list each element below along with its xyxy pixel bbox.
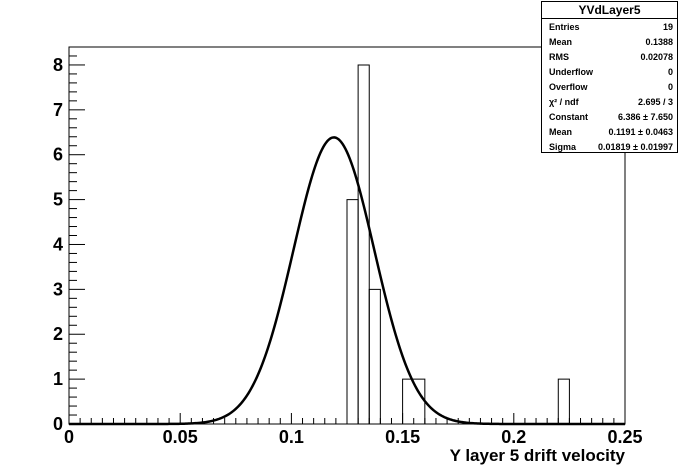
stats-value: 0 [667,81,673,92]
x-tick-label: 0.1 [279,427,304,447]
gaussian-fit-curve [69,136,625,426]
stats-value: 2.695 / 3 [637,96,673,107]
stats-row-mean: Mean 0.1388 [542,34,677,49]
y-tick-label: 1 [53,369,63,389]
stats-value: 19 [662,21,673,32]
histogram-bin [557,378,570,424]
stats-row-fit-mean: Mean 0.1191 ± 0.0463 [542,124,677,139]
stats-label: Mean [549,36,573,47]
histogram-bin [346,199,359,424]
stats-box-title: YVdLayer5 [542,2,677,19]
stats-row-sigma: Sigma 0.01819 ± 0.01997 [542,139,677,154]
stats-row-overflow: Overflow 0 [542,79,677,94]
stats-label: Underflow [549,66,593,77]
stats-label: Entries [549,21,580,32]
stats-label: RMS [549,51,569,62]
stats-row-chi2: χ² / ndf 2.695 / 3 [542,94,677,109]
stats-row-rms: RMS 0.02078 [542,49,677,64]
x-tick-label: 0.25 [607,427,642,447]
y-axis: 0 1 2 3 4 5 6 7 8 [53,55,85,434]
histogram-bin [357,64,370,424]
x-axis: 0 0.05 0.1 0.15 0.2 0.25 [64,413,643,447]
x-tick-label: 0.2 [501,427,526,447]
y-tick-label: 2 [53,324,63,344]
y-tick-label: 6 [53,145,63,165]
x-tick-label: 0.15 [385,427,420,447]
stats-box: YVdLayer5 Entries 19 Mean 0.1388 RMS 0.0… [541,1,678,153]
stats-row-underflow: Underflow 0 [542,64,677,79]
y-tick-label: 3 [53,279,63,299]
stats-label: Overflow [549,81,588,92]
stats-value: 0.01819 ± 0.01997 [597,141,673,152]
stats-value: 0 [667,66,673,77]
x-tick-label: 0 [64,427,74,447]
stats-row-entries: Entries 19 [542,19,677,34]
stats-value: 0.1191 ± 0.0463 [608,126,674,137]
stats-label: Mean [549,126,573,137]
y-tick-label: 8 [53,55,63,75]
stats-value: 0.02078 [640,51,673,62]
stats-label: Sigma [549,141,577,152]
y-tick-label: 0 [53,414,63,434]
x-axis-title: Y layer 5 drift velocity [450,446,626,465]
x-tick-label: 0.05 [163,427,198,447]
stats-value: 6.386 ± 7.650 [618,111,673,122]
histogram-bars [346,64,570,424]
y-tick-label: 5 [53,190,63,210]
stats-label: χ² / ndf [549,96,579,107]
stats-value: 0.1388 [645,36,673,47]
stats-label: Constant [549,111,588,122]
stats-row-constant: Constant 6.386 ± 7.650 [542,109,677,124]
y-tick-label: 4 [53,234,63,254]
histogram-bin [368,288,381,424]
y-tick-label: 7 [53,100,63,120]
